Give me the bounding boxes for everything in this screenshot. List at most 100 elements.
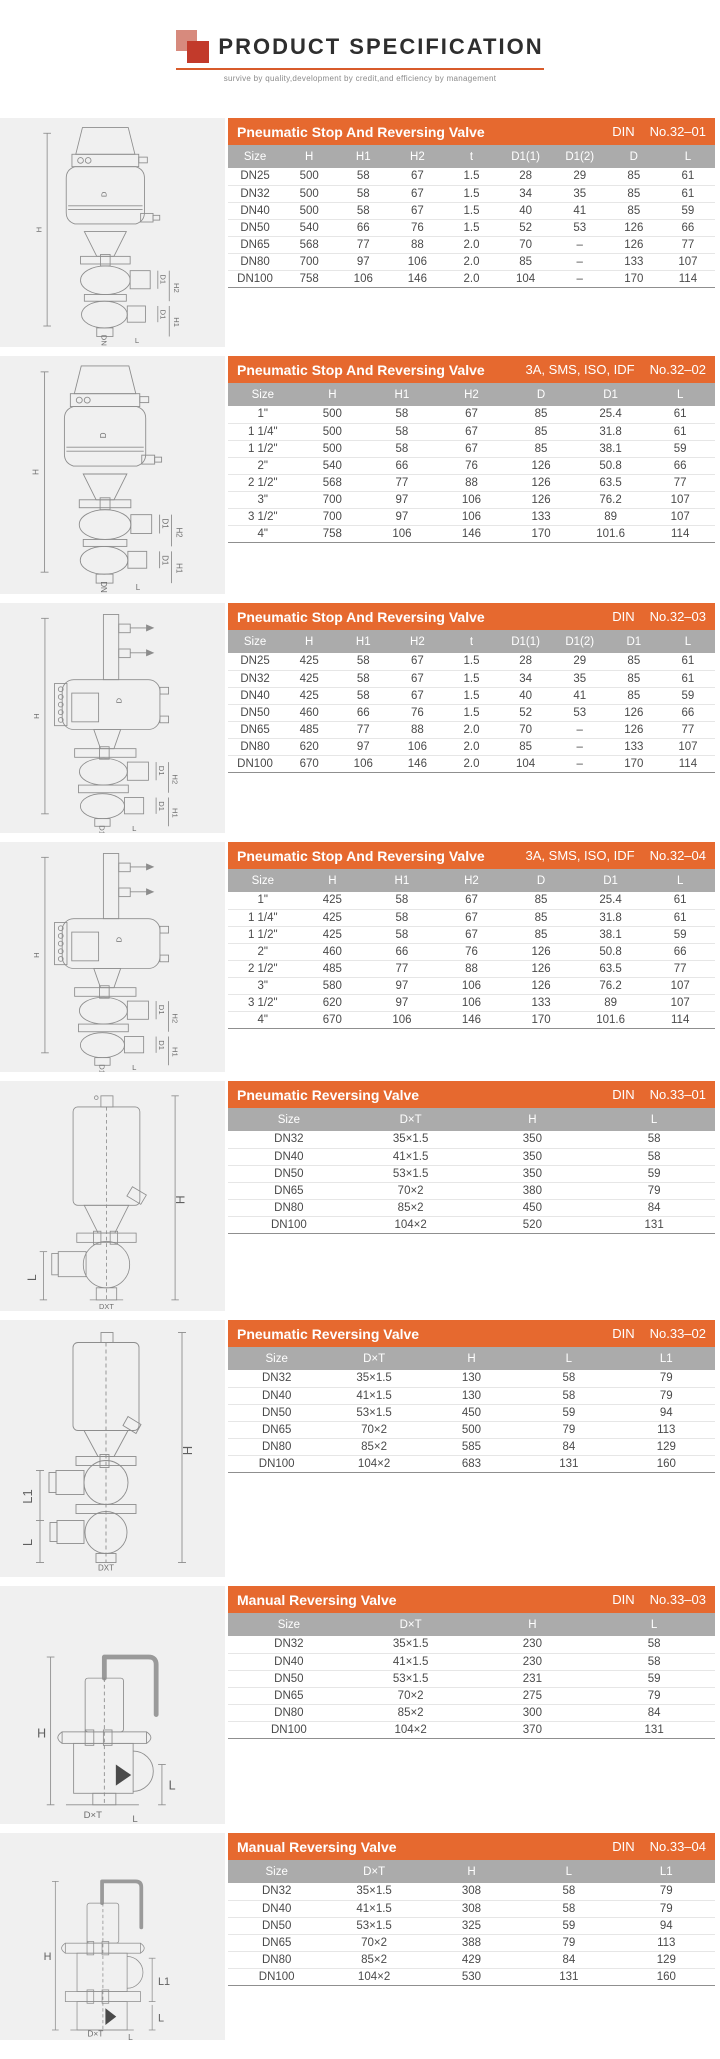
model-number: No.33–03 [649,1592,706,1607]
data-cell: 67 [390,687,445,705]
data-cell: 61 [660,185,715,203]
table-row: DN40 41×1.5 130 58 79 [228,1387,715,1405]
data-cell: 670 [282,754,337,773]
data-cell: DN50 [228,1404,326,1422]
dim-label-dxt: D×T [87,2029,103,2039]
table-row: DN65 70×2 388 79 113 [228,1933,715,1952]
table-row: DN40 41×1.5 308 58 79 [228,1900,715,1918]
data-cell: 58 [336,687,391,705]
data-cell: 84 [520,1951,618,1969]
data-cell: DN80 [228,253,283,271]
dim-label-l: L [132,1063,136,1072]
data-cell: 77 [645,960,715,978]
data-cell: 485 [282,721,337,739]
data-cell: 58 [336,653,391,671]
data-cell: 104×2 [349,1721,472,1739]
data-cell: 85 [606,202,661,220]
data-cell: 85 [506,926,576,944]
data-cell: 85 [606,687,661,705]
data-cell: 126 [506,977,576,995]
table-title-bar: Pneumatic Stop And Reversing Valve 3A, S… [228,842,715,869]
data-cell: 85 [606,653,661,671]
dim-label-dn: D1 [98,825,107,833]
data-cell: 97 [336,738,391,756]
dim-label-l1: L1 [20,1489,35,1503]
table-row: DN32 425 58 67 1.5 34 35 85 61 [228,670,715,688]
data-cell: DN32 [228,670,283,688]
table-row: DN50 53×1.5 231 59 [228,1670,715,1688]
data-cell: 114 [645,1011,715,1029]
data-cell: 500 [282,185,337,203]
data-cell: 2.0 [444,738,499,756]
data-cell: DN40 [228,1900,326,1918]
column-header: Size [228,1860,326,1883]
data-cell: 66 [367,942,437,961]
data-cell: DN65 [228,1686,350,1705]
dim-label-l2: L [128,2032,133,2040]
table-row: 1" 500 58 67 85 25.4 61 [228,406,715,424]
data-cell: 113 [617,1420,715,1439]
table-row: DN100 104×2 370 131 [228,1721,715,1739]
data-cell: 106 [390,253,445,271]
dim-label-l: L [20,1539,35,1546]
table-row: DN40 500 58 67 1.5 40 41 85 59 [228,202,715,220]
data-cell: 85 [606,670,661,688]
column-header: D×T [349,1613,472,1636]
dim-label-h2: H2 [170,774,179,784]
column-header: D1 [606,630,661,653]
dim-label-l: L [132,824,136,833]
data-cell: 88 [436,474,507,492]
data-cell: 104 [498,269,553,288]
column-header: H1 [367,869,437,892]
standard-block: 3A, SMS, ISO, IDF No.32–02 [526,362,706,377]
data-cell: 131 [520,1455,618,1473]
data-cell: 58 [336,670,391,688]
data-cell: 114 [660,269,715,288]
section-no-33-02: H L1 L DXT Pneumatic Reversing Valve DIN… [0,1320,720,1577]
data-cell: DN40 [228,202,283,220]
data-cell: 126 [606,218,661,237]
data-cell: 52 [498,218,553,237]
dim-label-d1: D1 [157,1005,166,1015]
data-cell: 370 [471,1721,594,1739]
data-cell: DN50 [228,703,283,722]
table-row: DN100 104×2 530 131 160 [228,1968,715,1986]
standard-block: DIN No.33–03 [612,1592,706,1607]
data-cell: 170 [506,525,576,543]
data-cell: DN50 [228,1670,350,1688]
data-cell: 85 [506,909,576,927]
data-cell: 126 [606,236,661,254]
table-row: 1 1/4" 500 58 67 85 31.8 61 [228,423,715,441]
dim-label-l: L [169,1778,176,1792]
data-cell: 58 [367,440,437,458]
column-header: L [660,145,715,168]
data-cell: 85 [506,892,576,910]
data-cell: 38.1 [575,440,646,458]
table-row: DN50 460 66 76 1.5 52 53 126 66 [228,703,715,722]
table-row: DN50 540 66 76 1.5 52 53 126 66 [228,218,715,237]
data-cell: 104×2 [325,1968,423,1986]
table-row: DN40 41×1.5 350 58 [228,1148,715,1166]
column-header: H [422,1347,521,1370]
data-cell: 126 [606,721,661,739]
table-row: DN32 35×1.5 230 58 [228,1636,715,1654]
data-cell: 520 [471,1216,594,1234]
dim-label-h1: H1 [170,808,179,818]
column-header: L [660,630,715,653]
column-header: Size [228,869,298,892]
column-header: L [593,1613,715,1636]
data-cell: 58 [367,926,437,944]
table-title-bar: Pneumatic Stop And Reversing Valve DIN N… [228,603,715,630]
pneumatic-stop-valve-drawing: H D D1 H2 D1 H1 DN L [34,127,181,346]
column-header: Size [228,145,283,168]
data-cell: 53 [552,703,607,722]
dim-label-d: D [115,698,124,704]
data-cell: 4" [228,525,298,543]
table-row: DN40 41×1.5 230 58 [228,1653,715,1671]
column-header: D×T [349,1108,472,1131]
data-cell: 1" [228,406,298,424]
data-cell: 114 [645,525,715,543]
data-cell: 104 [498,754,553,773]
column-header: D1(1) [498,630,553,653]
column-header: H [471,1108,594,1131]
